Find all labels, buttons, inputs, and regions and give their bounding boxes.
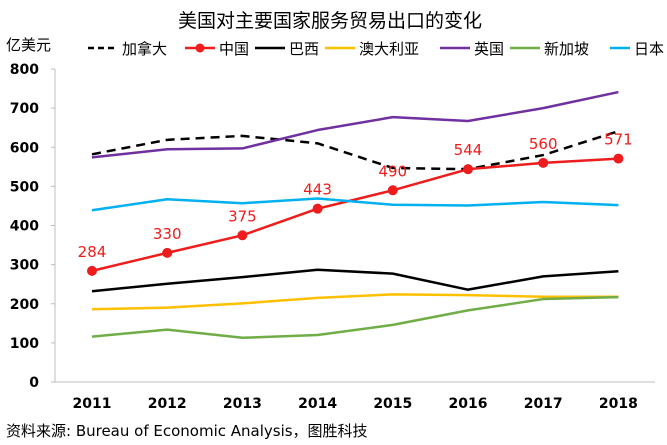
- y-tick-label: 300: [10, 258, 39, 274]
- data-label: 443: [303, 181, 332, 199]
- data-label: 544: [454, 141, 483, 159]
- legend-label: 新加坡: [544, 40, 589, 58]
- data-point: [613, 153, 624, 164]
- y-tick-label: 700: [10, 101, 39, 117]
- x-tick-label: 2017: [524, 396, 563, 412]
- series-line-4: [91, 90, 619, 159]
- legend-label: 日本: [634, 40, 664, 58]
- y-tick-label: 0: [29, 375, 39, 391]
- legend-label: 中国: [219, 40, 249, 58]
- series-line-6: [91, 197, 619, 212]
- x-tick-label: 2014: [298, 396, 337, 412]
- y-tick-label: 400: [10, 219, 39, 235]
- y-tick-label: 100: [10, 336, 39, 352]
- x-tick-label: 2012: [148, 396, 187, 412]
- legend-label: 澳大利亚: [359, 40, 419, 58]
- data-point: [538, 157, 549, 168]
- data-point: [162, 247, 173, 258]
- data-point: [387, 185, 398, 196]
- y-tick-label: 800: [10, 62, 39, 78]
- data-point: [463, 164, 473, 175]
- series-line-2: [91, 268, 619, 293]
- x-axis: 2011 2012 2013 2014 2015 2016 2017 2018: [55, 381, 655, 412]
- x-tick-label: 2013: [223, 396, 262, 412]
- legend: 加拿大 中国 巴西 澳大利亚 英国 新加坡 日本: [88, 40, 664, 58]
- legend-label: 巴西: [289, 40, 319, 58]
- data-point: [87, 265, 97, 276]
- data-label: 284: [78, 243, 107, 261]
- x-tick-label: 2011: [73, 396, 112, 412]
- y-tick-label: 500: [10, 179, 39, 195]
- y-axis-label: 亿美元: [6, 36, 51, 54]
- x-tick-label: 2016: [449, 396, 488, 412]
- data-label: 330: [153, 225, 182, 243]
- data-labels: 284 330 375 443 490 544 560 571: [78, 131, 633, 261]
- legend-marker: [195, 43, 205, 53]
- series-line-5: [91, 295, 619, 340]
- x-tick-label: 2018: [599, 396, 638, 412]
- x-tick-label: 2015: [373, 396, 412, 412]
- data-label: 560: [529, 135, 558, 153]
- y-axis: 0 100 200 300 400 500 600 700 800: [10, 62, 56, 391]
- y-tick-label: 200: [10, 297, 39, 313]
- y-tick-label: 600: [10, 140, 39, 156]
- series-line-1: [91, 157, 619, 273]
- data-point: [312, 203, 323, 214]
- data-label: 490: [378, 162, 407, 180]
- chart-title: 美国对主要国家服务贸易出口的变化: [178, 10, 482, 32]
- series-line-3: [91, 293, 619, 311]
- legend-label: 加拿大: [122, 40, 167, 58]
- data-label: 375: [228, 207, 257, 225]
- series-group: [87, 90, 624, 340]
- data-label: 571: [604, 131, 633, 149]
- source-note: 资料来源: Bureau of Economic Analysis，图胜科技: [6, 422, 368, 440]
- legend-label: 英国: [474, 40, 504, 58]
- data-point: [237, 230, 248, 241]
